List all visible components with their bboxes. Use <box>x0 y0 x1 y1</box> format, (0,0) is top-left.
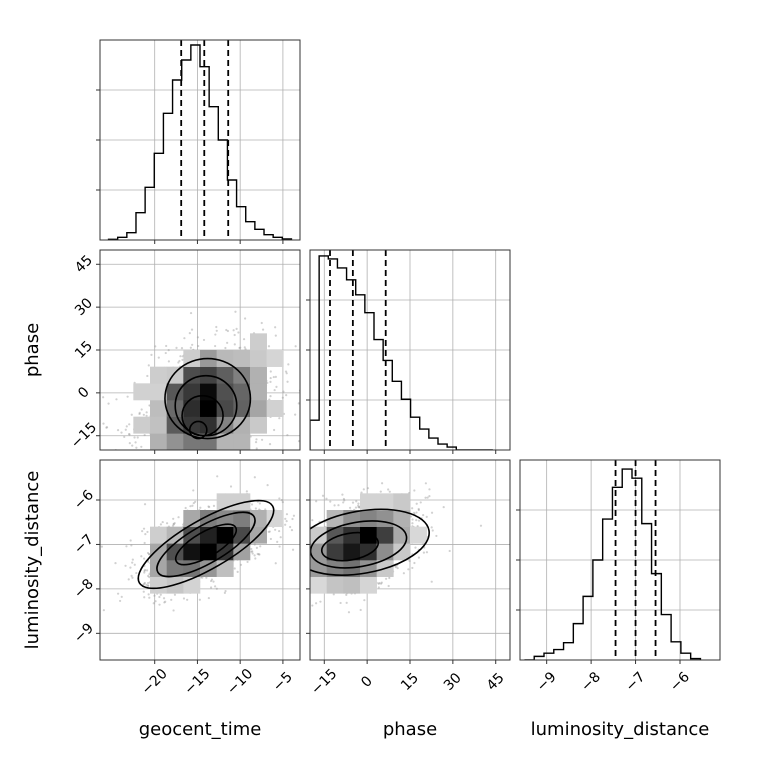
hist-panel-geocent_time <box>96 39 301 244</box>
contour-geocent_time-phase-0 <box>164 357 252 440</box>
x-tick-label-geocent_time-2: −10 <box>224 666 256 698</box>
y-tick-label-luminosity_distance-0: −9 <box>71 620 97 646</box>
scatter-panel-phase-luminosity_distance <box>306 459 511 664</box>
x-axis-label-geocent_time: geocent_time <box>139 719 262 740</box>
x-tick-label-phase-4: 45 <box>484 670 508 694</box>
density-phase-luminosity_distance <box>310 493 427 594</box>
x-tick-label-phase-3: 30 <box>441 670 465 694</box>
contour-geocent_time-luminosity_distance-0 <box>137 499 275 590</box>
contour-geocent_time-luminosity_distance-1 <box>156 511 256 578</box>
scatter-panel-geocent_time-luminosity_distance: −9 −8 −7 −6 <box>71 459 301 664</box>
density-geocent_time-luminosity_distance <box>150 493 284 594</box>
contour-phase-luminosity_distance-2 <box>320 531 380 562</box>
hist-panel-phase <box>306 249 511 454</box>
density-geocent_time-phase <box>133 333 284 450</box>
contour-geocent_time-phase-3 <box>188 420 208 440</box>
scatter-panel-geocent_time-phase: −15 0 15 30 45 <box>68 249 301 454</box>
hist-panel-luminosity_distance <box>516 459 721 664</box>
y-tick-label-phase-1: 0 <box>75 384 93 402</box>
y-tick-label-phase-2: 15 <box>72 338 96 362</box>
x-tick-label-luminosity_distance-3: −6 <box>667 669 693 695</box>
x-tick-label-geocent_time-1: −15 <box>181 666 213 698</box>
y-axis-label-phase: phase <box>22 323 43 377</box>
x-axis-label-luminosity_distance: luminosity_distance <box>531 719 710 740</box>
contour-phase-luminosity_distance-1 <box>310 520 408 569</box>
contour-geocent_time-luminosity_distance-2 <box>174 523 238 566</box>
histogram-geocent_time <box>107 44 293 240</box>
x-axis-label-phase: phase <box>383 719 437 740</box>
x-tick-label-luminosity_distance-0: −9 <box>534 669 560 695</box>
x-tick-label-geocent_time-0: −20 <box>139 666 171 698</box>
x-tick-label-luminosity_distance-1: −8 <box>578 669 604 695</box>
x-tick-label-phase-2: 15 <box>398 670 422 694</box>
y-axis-label-luminosity_distance: luminosity_distance <box>22 471 43 650</box>
y-tick-label-luminosity_distance-1: −8 <box>71 576 97 602</box>
x-tick-label-luminosity_distance-2: −7 <box>623 669 649 695</box>
y-tick-label-phase-0: −15 <box>68 420 100 452</box>
contour-phase-luminosity_distance-0 <box>310 508 430 576</box>
x-tick-label-phase-1: 0 <box>358 673 376 691</box>
histogram-phase <box>310 255 493 450</box>
y-tick-label-luminosity_distance-2: −7 <box>71 531 97 557</box>
y-tick-label-luminosity_distance-3: −6 <box>71 487 97 513</box>
x-tick-label-phase-0: −15 <box>308 666 340 698</box>
histogram-luminosity_distance <box>524 468 702 660</box>
contour-geocent_time-phase-2 <box>181 394 224 437</box>
y-tick-label-phase-4: 45 <box>72 252 96 276</box>
x-tick-label-geocent_time-3: −5 <box>270 669 296 695</box>
y-tick-label-phase-3: 30 <box>72 295 96 319</box>
